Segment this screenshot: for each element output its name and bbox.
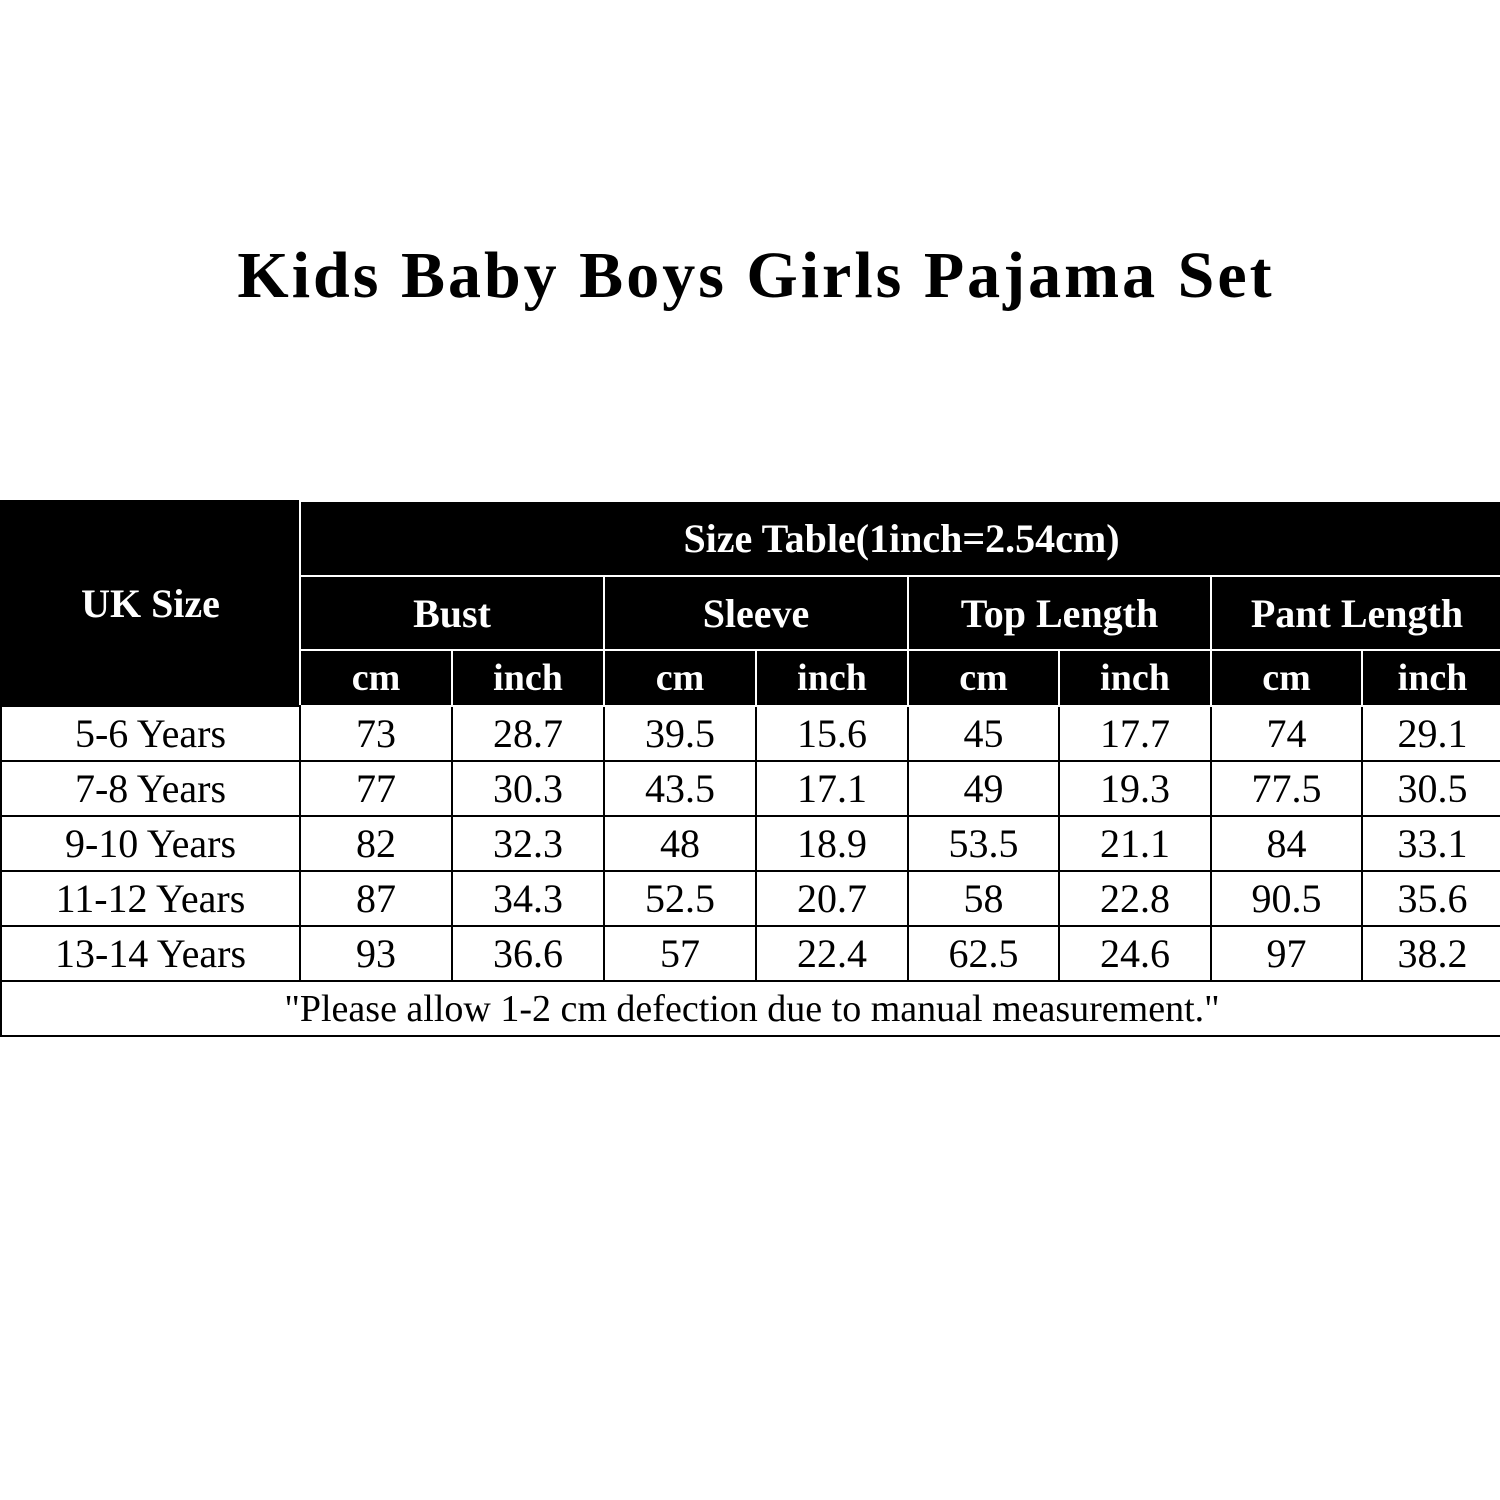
value-cell: 32.3: [451, 815, 605, 872]
value-cell: 38.2: [1360, 925, 1500, 982]
unit-header: inch: [451, 649, 605, 707]
value-cell: 77: [299, 760, 453, 817]
value-cell: 49: [907, 760, 1060, 817]
unit-header: cm: [1210, 649, 1363, 707]
value-cell: 73: [299, 705, 453, 762]
value-cell: 21.1: [1058, 815, 1212, 872]
value-cell: 77.5: [1210, 760, 1363, 817]
value-cell: 57: [603, 925, 757, 982]
value-cell: 36.6: [451, 925, 605, 982]
value-cell: 45: [907, 705, 1060, 762]
size-cell: 13-14 Years: [0, 925, 301, 982]
value-cell: 22.8: [1058, 870, 1212, 927]
value-cell: 29.1: [1360, 705, 1500, 762]
size-cell: 9-10 Years: [0, 815, 301, 872]
table-row: 11-12 Years 87 34.3 52.5 20.7 58 22.8 90.5 35.6: [0, 870, 1500, 927]
group-header: Pant Length: [1209, 575, 1500, 651]
value-cell: 17.7: [1058, 705, 1212, 762]
uk-size-header: UK Size: [0, 500, 301, 707]
size-cell: 11-12 Years: [0, 870, 301, 927]
value-cell: 28.7: [451, 705, 605, 762]
unit-header: inch: [1058, 649, 1212, 707]
value-cell: 30.3: [451, 760, 605, 817]
value-cell: 18.9: [755, 815, 909, 872]
value-cell: 74: [1210, 705, 1363, 762]
value-cell: 87: [299, 870, 453, 927]
value-cell: 84: [1210, 815, 1363, 872]
value-cell: 20.7: [755, 870, 909, 927]
unit-header: cm: [907, 649, 1060, 707]
group-header: Bust: [299, 575, 605, 651]
table-row: 13-14 Years 93 36.6 57 22.4 62.5 24.6 97 38.2: [0, 925, 1500, 982]
value-cell: 24.6: [1058, 925, 1212, 982]
value-cell: 82: [299, 815, 453, 872]
value-cell: 43.5: [603, 760, 757, 817]
size-cell: 7-8 Years: [0, 760, 301, 817]
unit-header: inch: [1360, 649, 1500, 707]
value-cell: 33.1: [1360, 815, 1500, 872]
unit-header: cm: [299, 649, 453, 707]
size-table: UK Size Size Table(1inch=2.54cm) Bust Sle…: [0, 500, 1500, 1037]
footnote: "Please allow 1-2 cm defection due to ma…: [0, 980, 1500, 1037]
value-cell: 53.5: [907, 815, 1060, 872]
table-row: 9-10 Years 82 32.3 48 18.9 53.5 21.1 84 33.1: [0, 815, 1500, 872]
table-caption: Size Table(1inch=2.54cm): [298, 500, 1500, 577]
value-cell: 19.3: [1058, 760, 1212, 817]
value-cell: 30.5: [1360, 760, 1500, 817]
value-cell: 22.4: [755, 925, 909, 982]
value-cell: 58: [907, 870, 1060, 927]
unit-header: inch: [755, 649, 909, 707]
size-cell: 5-6 Years: [0, 705, 301, 762]
group-header: Top Length: [907, 575, 1212, 651]
value-cell: 34.3: [451, 870, 605, 927]
value-cell: 52.5: [603, 870, 757, 927]
value-cell: 35.6: [1360, 870, 1500, 927]
value-cell: 62.5: [907, 925, 1060, 982]
page-title: Kids Baby Boys Girls Pajama Set: [237, 239, 1275, 312]
unit-header: cm: [603, 649, 757, 707]
value-cell: 97: [1210, 925, 1363, 982]
value-cell: 93: [299, 925, 453, 982]
table-row: 5-6 Years 73 28.7 39.5 15.6 45 17.7 74 29.1: [0, 705, 1500, 762]
value-cell: 39.5: [603, 705, 757, 762]
value-cell: 48: [603, 815, 757, 872]
value-cell: 15.6: [755, 705, 909, 762]
table-row: 7-8 Years 77 30.3 43.5 17.1 49 19.3 77.5 30.5: [0, 760, 1500, 817]
value-cell: 17.1: [755, 760, 909, 817]
value-cell: 90.5: [1210, 870, 1363, 927]
group-header: Sleeve: [603, 575, 909, 651]
